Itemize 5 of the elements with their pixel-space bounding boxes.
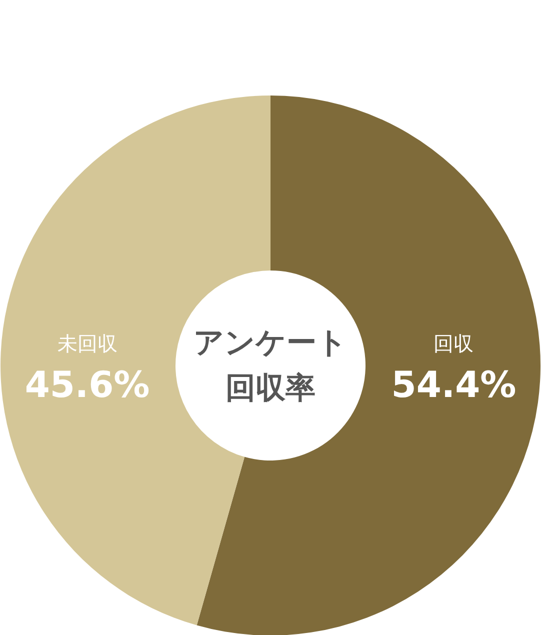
- slice-label: 回収: [434, 332, 474, 356]
- slice-label: 未回収: [57, 332, 118, 356]
- text: アンケート回収率: [194, 325, 348, 406]
- data-label: 54.4%: [391, 365, 516, 406]
- data-label: 45.6%: [24, 365, 150, 406]
